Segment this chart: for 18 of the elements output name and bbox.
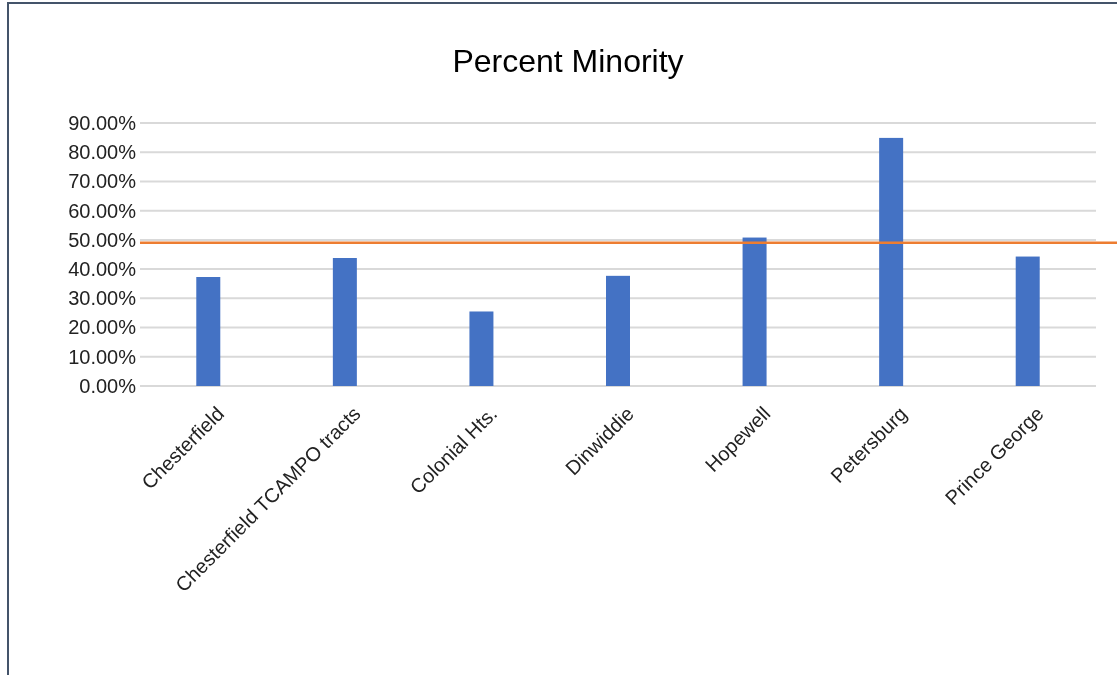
- chart-title: Percent Minority: [452, 43, 684, 79]
- y-tick-label: 50.00%: [68, 228, 137, 251]
- bar: [879, 137, 904, 386]
- y-tick-label: 40.00%: [68, 258, 137, 281]
- bar: [469, 311, 494, 386]
- y-tick-label: 0.00%: [79, 374, 137, 397]
- bar: [606, 275, 630, 386]
- bar: [1015, 256, 1040, 386]
- y-tick-label: 20.00%: [68, 316, 137, 339]
- bar: [742, 237, 767, 386]
- y-tick-label: 10.00%: [68, 345, 137, 368]
- y-tick-label: 60.00%: [68, 199, 137, 222]
- y-tick-label: 90.00%: [68, 111, 137, 134]
- bar: [332, 258, 357, 386]
- y-tick-label: 80.00%: [68, 141, 137, 164]
- y-tick-label: 30.00%: [68, 287, 137, 310]
- bar: [196, 277, 221, 386]
- y-tick-label: 70.00%: [68, 170, 137, 193]
